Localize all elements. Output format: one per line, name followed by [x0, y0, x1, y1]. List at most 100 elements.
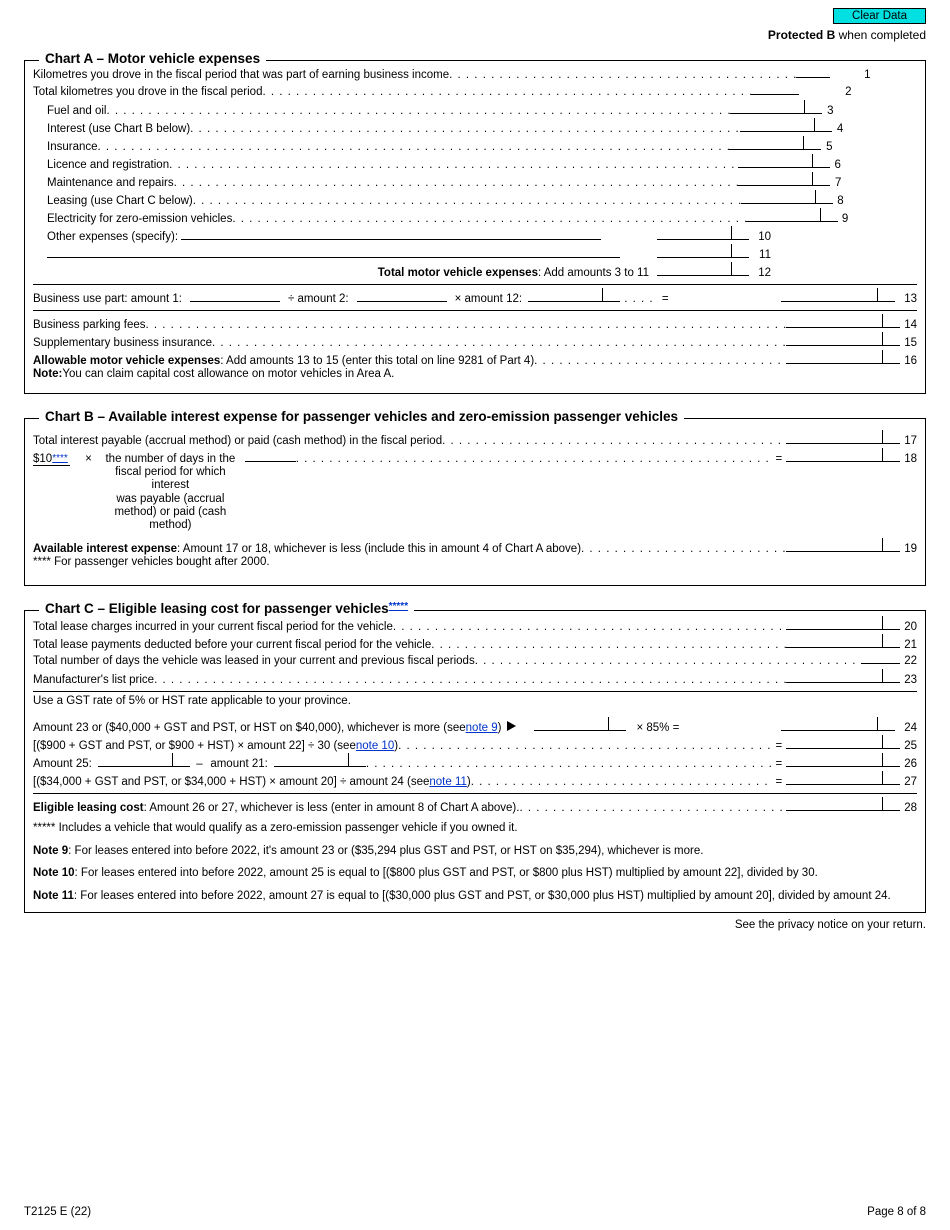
input-line-15[interactable]	[786, 332, 900, 346]
input-line-16[interactable]	[786, 350, 900, 364]
input-line-9[interactable]	[746, 208, 838, 222]
leader-dots	[106, 105, 729, 117]
input-line-28[interactable]	[786, 797, 900, 811]
note-11-text: Note 11: For leases entered into before …	[33, 889, 917, 905]
line-num: 16	[900, 355, 917, 367]
input-line-3[interactable]	[730, 100, 822, 114]
allow-bold: Allowable motor vehicle expenses	[33, 355, 220, 367]
equals: =	[771, 740, 786, 752]
input-line-12[interactable]	[657, 262, 749, 276]
input-line-13[interactable]	[781, 288, 895, 302]
leader-dots	[190, 123, 740, 135]
note-9-text: Note 9: For leases entered into before 2…	[33, 844, 917, 860]
bus-amt2-input[interactable]	[357, 290, 447, 302]
line-num: 1	[860, 69, 870, 81]
leader-dots	[212, 337, 786, 349]
line-num: 24	[895, 722, 917, 734]
input-line-8[interactable]	[741, 190, 833, 204]
label: Total number of days the vehicle was lea…	[33, 655, 475, 667]
input-line-23[interactable]	[786, 669, 900, 683]
input-line-14[interactable]	[786, 314, 900, 328]
note-10-text: Note 10: For leases entered into before …	[33, 866, 917, 882]
protected-b: Protected B	[768, 28, 835, 42]
leader-dots	[534, 355, 786, 367]
label: Interest (use Chart B below)	[47, 123, 190, 135]
input-line-10[interactable]	[657, 226, 749, 240]
leader-dots	[146, 319, 787, 331]
input-line-11[interactable]	[657, 244, 749, 258]
note-10-link[interactable]: note 10	[356, 740, 394, 752]
line-num: 26	[900, 758, 917, 770]
divider	[33, 793, 917, 794]
input-line-25[interactable]	[786, 735, 900, 749]
divider	[33, 310, 917, 311]
footnote-5: ***** Includes a vehicle that would qual…	[33, 821, 917, 837]
input-line-18[interactable]	[786, 448, 900, 462]
footnote-5-link[interactable]: *****	[389, 601, 408, 612]
line-num: 14	[900, 319, 917, 331]
input-line-26[interactable]	[786, 753, 900, 767]
input-line-2[interactable]	[751, 83, 799, 95]
label: Maintenance and repairs	[47, 177, 174, 189]
input-line-7[interactable]	[738, 172, 830, 186]
note-11-link[interactable]: note 11	[429, 776, 467, 788]
chart-a-box: Chart A – Motor vehicle expenses Kilomet…	[24, 60, 926, 394]
line-num: 15	[900, 337, 917, 349]
line-num: 17	[900, 435, 917, 447]
input-line-24[interactable]	[781, 717, 895, 731]
specify-input-2[interactable]	[47, 246, 620, 258]
label: Supplementary business insurance	[33, 337, 212, 349]
line-num: 21	[900, 639, 917, 651]
input-amt23-alt[interactable]	[534, 717, 626, 731]
label: Total lease charges incurred in your cur…	[33, 621, 393, 633]
line-num: 12	[749, 267, 771, 279]
div-amt2-label: ÷ amount 2:	[288, 293, 349, 305]
input-line-27[interactable]	[786, 771, 900, 785]
input-line-19[interactable]	[786, 538, 900, 552]
leader-dots	[442, 435, 786, 447]
line-num: 11	[749, 249, 771, 261]
label: Fuel and oil	[47, 105, 106, 117]
footnote-4: **** For passenger vehicles bought after…	[33, 556, 270, 568]
page-number: Page 8 of 8	[867, 1206, 926, 1218]
clear-data-button[interactable]: Clear Data	[833, 8, 926, 24]
amt21-input[interactable]	[274, 753, 366, 767]
leader-dots	[366, 758, 772, 770]
input-line-17[interactable]	[786, 430, 900, 444]
input-line-21[interactable]	[786, 634, 900, 648]
line-num: 18	[900, 453, 917, 465]
input-line-6[interactable]	[738, 154, 830, 168]
label: Total interest payable (accrual method) …	[33, 435, 442, 447]
days-text: the number of days in the fiscal period …	[100, 453, 240, 532]
note-9-link[interactable]: note 9	[466, 722, 498, 734]
specify-input[interactable]	[181, 228, 601, 240]
chart-a-title: Chart A – Motor vehicle expenses	[39, 51, 266, 66]
input-line-1[interactable]	[796, 66, 830, 78]
times-amt12-label: × amount 12:	[455, 293, 522, 305]
allow-rest: : Add amounts 13 to 15 (enter this total…	[220, 355, 534, 367]
bus-amt1-input[interactable]	[190, 290, 280, 302]
bus-part-label: Business use part: amount 1:	[33, 293, 182, 305]
minus: –	[196, 758, 203, 770]
days-input[interactable]	[245, 450, 296, 462]
leader-dots	[169, 159, 738, 171]
input-line-22[interactable]	[861, 652, 900, 664]
amt21-label: amount 21:	[210, 758, 268, 770]
line-num: 19	[900, 543, 917, 555]
line-num: 6	[830, 159, 841, 171]
line-num: 25	[900, 740, 917, 752]
input-line-4[interactable]	[740, 118, 832, 132]
amt25-input[interactable]	[98, 753, 190, 767]
leader-dots	[154, 674, 786, 686]
bus-amt12-input[interactable]	[528, 288, 620, 302]
protected-label: Protected B when completed	[24, 28, 926, 42]
input-line-5[interactable]	[729, 136, 821, 150]
leader-dots	[193, 195, 741, 207]
label: Other expenses (specify):	[47, 231, 178, 243]
line-num: 8	[833, 195, 844, 207]
footnote-4-link[interactable]: ****	[52, 453, 68, 464]
label: Amount 23 or ($40,000 + GST and PST, or …	[33, 722, 466, 734]
leader-dots	[398, 740, 771, 752]
leader-dots	[174, 177, 739, 189]
input-line-20[interactable]	[786, 616, 900, 630]
